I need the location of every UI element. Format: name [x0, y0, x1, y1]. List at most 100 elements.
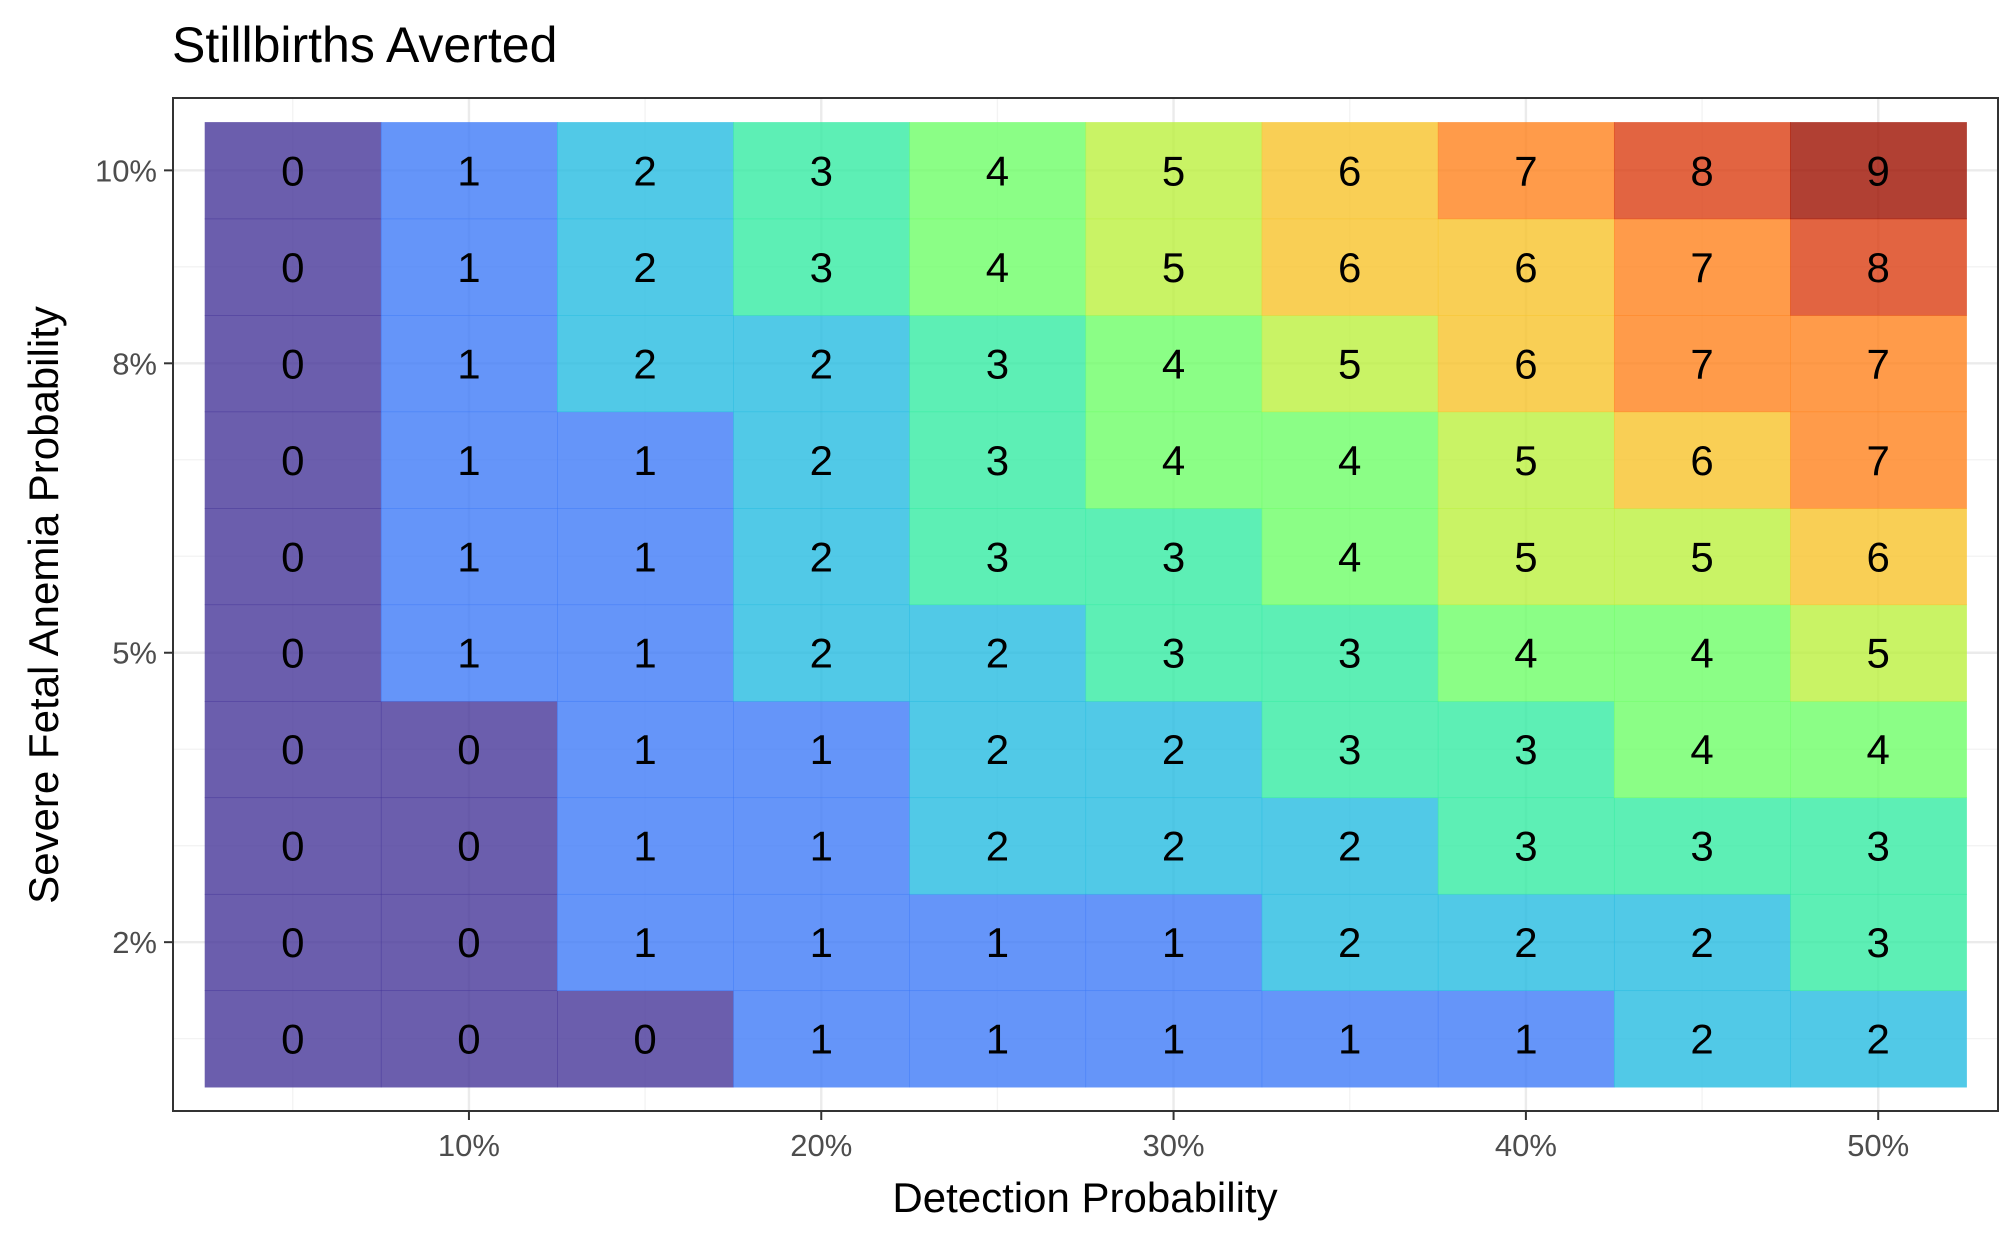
heatmap-cell	[380, 315, 558, 413]
cell-value-label: 2	[1690, 919, 1713, 966]
x-tick-label: 50%	[1847, 1128, 1909, 1163]
cell-value-label: 3	[1867, 823, 1890, 870]
cell-value-label: 3	[810, 244, 833, 291]
heatmap-cell	[733, 315, 910, 413]
cell-value-label: 1	[633, 726, 656, 773]
heatmap-cell	[1085, 893, 1263, 992]
cell-value-label: 3	[810, 147, 833, 194]
heatmap-cell	[380, 797, 558, 895]
cell-value-label: 6	[1514, 340, 1537, 387]
cell-value-label: 1	[633, 919, 656, 966]
cell-value-label: 1	[633, 630, 656, 677]
heatmap-cell	[1261, 893, 1439, 992]
cell-value-label: 5	[1867, 630, 1890, 677]
y-tick-label: 2%	[112, 925, 157, 960]
heatmap-cell	[1085, 315, 1263, 413]
y-tick-label: 8%	[112, 346, 157, 381]
heatmap-cell	[1790, 508, 1967, 606]
cell-value-label: 1	[810, 823, 833, 870]
cell-value-label: 2	[810, 533, 833, 580]
cell-value-label: 2	[986, 726, 1009, 773]
heatmap-cell	[1085, 604, 1263, 702]
heatmap-cell	[204, 315, 382, 413]
cell-value-label: 4	[1514, 630, 1537, 677]
cell-value-label: 2	[1690, 1016, 1713, 1063]
heatmap-cell	[733, 508, 910, 606]
cell-value-label: 1	[457, 244, 480, 291]
heatmap-cell	[1613, 508, 1791, 606]
cell-value-label: 7	[1867, 437, 1890, 484]
y-axis-title: Severe Fetal Anemia Probability	[20, 306, 67, 904]
heatmap-cell	[557, 315, 734, 413]
cell-value-label: 2	[1162, 823, 1185, 870]
cell-value-label: 2	[810, 630, 833, 677]
cell-value-label: 2	[1514, 919, 1537, 966]
heatmap-cell	[733, 122, 910, 220]
cell-value-label: 7	[1690, 244, 1713, 291]
heatmap-cell	[204, 700, 382, 799]
heatmap-cell	[909, 604, 1087, 702]
heatmap-cell	[1790, 797, 1967, 895]
chart-title: Stillbirths Averted	[172, 17, 557, 73]
cell-value-label: 0	[281, 533, 304, 580]
cell-value-label: 4	[986, 147, 1009, 194]
cell-value-label: 7	[1514, 147, 1537, 194]
cell-value-label: 3	[1338, 630, 1361, 677]
heatmap-cell	[733, 990, 910, 1088]
heatmap-cell	[1437, 315, 1615, 413]
cell-value-label: 5	[1338, 340, 1361, 387]
cell-value-label: 3	[986, 533, 1009, 580]
cell-value-label: 5	[1690, 533, 1713, 580]
cell-value-label: 1	[633, 437, 656, 484]
cell-value-label: 4	[1690, 630, 1713, 677]
cell-value-label: 1	[810, 1016, 833, 1063]
cell-value-label: 2	[633, 340, 656, 387]
cell-value-label: 0	[457, 726, 480, 773]
cell-value-label: 4	[1690, 726, 1713, 773]
heatmap-cell	[380, 700, 558, 799]
cell-value-label: 3	[1162, 630, 1185, 677]
heatmap-cell	[204, 990, 382, 1088]
heatmap-cell	[909, 218, 1087, 316]
heatmap-cell	[1613, 315, 1791, 413]
heatmap-cell	[1790, 122, 1967, 220]
cell-value-label: 5	[1162, 244, 1185, 291]
heatmap-cell	[1437, 797, 1615, 895]
heatmap-cell	[909, 315, 1087, 413]
heatmap-cell	[1437, 990, 1615, 1088]
cell-value-label: 3	[986, 437, 1009, 484]
heatmap-cell	[204, 122, 382, 220]
heatmap-cell	[557, 700, 734, 799]
heatmap-cell	[557, 797, 734, 895]
cell-value-label: 1	[1162, 1016, 1185, 1063]
heatmap-cell	[733, 218, 910, 316]
cell-value-label: 2	[1867, 1016, 1890, 1063]
cell-value-label: 6	[1690, 437, 1713, 484]
cell-value-label: 3	[1690, 823, 1713, 870]
heatmap-cell	[557, 990, 734, 1088]
heatmap-cell	[1261, 508, 1439, 606]
cell-value-label: 7	[1867, 340, 1890, 387]
cell-value-label: 0	[633, 1016, 656, 1063]
heatmap-cell	[1261, 411, 1439, 509]
cell-value-label: 1	[457, 533, 480, 580]
heatmap-cell	[1261, 122, 1439, 220]
heatmap-cell	[1790, 411, 1967, 509]
cell-value-label: 4	[1162, 340, 1185, 387]
heatmap-cell	[1085, 797, 1263, 895]
heatmap-cell	[1261, 218, 1439, 316]
heatmap-cell	[557, 218, 734, 316]
heatmap-cell	[733, 797, 910, 895]
heatmap-cell	[1790, 315, 1967, 413]
cell-value-label: 6	[1338, 147, 1361, 194]
cell-value-label: 6	[1867, 533, 1890, 580]
heatmap-cell	[1085, 700, 1263, 799]
cell-value-label: 0	[281, 1016, 304, 1063]
x-tick-label: 10%	[438, 1128, 500, 1163]
heatmap-cell	[1790, 893, 1967, 992]
heatmap-cell	[909, 700, 1087, 799]
cell-value-label: 1	[633, 823, 656, 870]
heatmap-cell	[204, 893, 382, 992]
heatmap-cell	[1437, 122, 1615, 220]
cell-value-label: 2	[810, 340, 833, 387]
